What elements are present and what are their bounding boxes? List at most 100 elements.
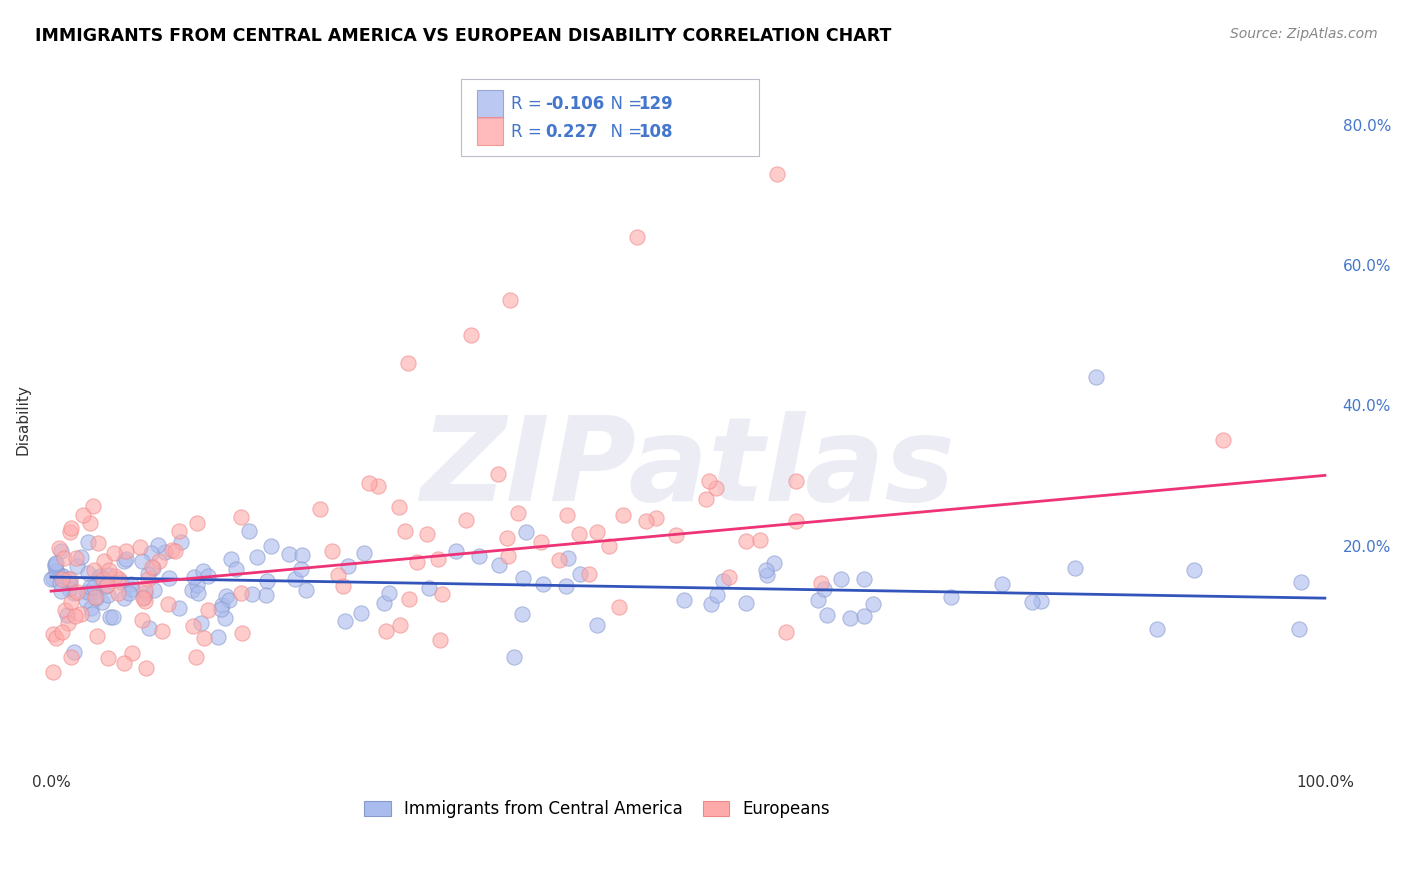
- Point: [756, 568, 779, 582]
- Point: [45, 556, 67, 570]
- Point: [1288, 622, 1310, 636]
- Point: [238, 524, 260, 538]
- Point: [41, 572, 63, 586]
- Point: [83, 580, 105, 594]
- Point: [101, 609, 124, 624]
- Point: [135, 661, 157, 675]
- Point: [405, 555, 427, 569]
- Point: [396, 356, 419, 370]
- Point: [813, 582, 835, 596]
- Point: [290, 562, 312, 576]
- Point: [496, 531, 519, 545]
- Point: [150, 624, 173, 639]
- FancyBboxPatch shape: [478, 89, 503, 118]
- Point: [59, 649, 82, 664]
- Point: [112, 553, 135, 567]
- Point: [186, 650, 208, 665]
- Point: [862, 597, 884, 611]
- Point: [98, 563, 121, 577]
- Point: [186, 578, 208, 592]
- Point: [416, 527, 439, 541]
- Point: [240, 587, 263, 601]
- Point: [557, 550, 579, 565]
- Point: [138, 621, 160, 635]
- Point: [138, 572, 160, 586]
- Point: [749, 533, 772, 547]
- Point: [181, 619, 204, 633]
- Point: [80, 607, 103, 621]
- Point: [58, 582, 80, 597]
- Point: [72, 508, 94, 522]
- Point: [84, 591, 107, 605]
- Point: [80, 601, 103, 615]
- Point: [115, 544, 138, 558]
- Point: [186, 516, 208, 531]
- Point: [42, 627, 65, 641]
- Point: [991, 576, 1014, 591]
- Point: [612, 508, 634, 523]
- Point: [512, 571, 534, 585]
- Point: [131, 554, 153, 568]
- Point: [498, 293, 520, 307]
- Point: [430, 587, 453, 601]
- Point: [388, 500, 411, 514]
- Point: [131, 613, 153, 627]
- Point: [75, 593, 97, 607]
- Point: [418, 581, 440, 595]
- Point: [1084, 370, 1107, 384]
- Legend: Immigrants from Central America, Europeans: Immigrants from Central America, Europea…: [357, 794, 837, 825]
- Point: [90, 594, 112, 608]
- Point: [586, 617, 609, 632]
- Point: [607, 599, 630, 614]
- Point: [531, 576, 554, 591]
- Point: [367, 479, 389, 493]
- Point: [143, 582, 166, 597]
- Point: [578, 567, 600, 582]
- Point: [55, 608, 77, 623]
- Point: [63, 609, 86, 624]
- Text: 0.227: 0.227: [546, 123, 598, 141]
- Point: [665, 528, 688, 542]
- Point: [70, 607, 93, 622]
- FancyBboxPatch shape: [461, 79, 759, 156]
- Point: [98, 568, 121, 582]
- Point: [66, 558, 89, 573]
- Point: [231, 510, 253, 524]
- Point: [65, 584, 87, 599]
- Point: [486, 467, 509, 482]
- Point: [598, 539, 620, 553]
- Point: [468, 549, 491, 563]
- Point: [56, 572, 79, 586]
- Point: [136, 566, 159, 581]
- Point: [939, 590, 962, 604]
- Point: [58, 615, 80, 630]
- Point: [112, 591, 135, 606]
- Point: [110, 574, 132, 589]
- Point: [326, 568, 349, 582]
- Point: [763, 556, 786, 570]
- Point: [197, 569, 219, 583]
- Point: [62, 585, 84, 599]
- Point: [134, 594, 156, 608]
- Point: [735, 596, 758, 610]
- Text: -0.106: -0.106: [546, 95, 605, 112]
- Text: ZIPatlas: ZIPatlas: [420, 411, 956, 526]
- Point: [394, 524, 416, 538]
- Point: [308, 501, 330, 516]
- Point: [170, 535, 193, 549]
- Text: 108: 108: [638, 123, 673, 141]
- Point: [815, 608, 838, 623]
- Point: [107, 586, 129, 600]
- Point: [515, 524, 537, 539]
- Point: [1021, 595, 1043, 609]
- Point: [700, 597, 723, 611]
- Point: [59, 525, 82, 540]
- Point: [118, 585, 141, 599]
- Point: [569, 567, 592, 582]
- Point: [97, 651, 120, 665]
- Point: [321, 544, 343, 558]
- Point: [183, 570, 205, 584]
- Point: [785, 474, 807, 488]
- Point: [87, 570, 110, 584]
- Point: [76, 566, 98, 580]
